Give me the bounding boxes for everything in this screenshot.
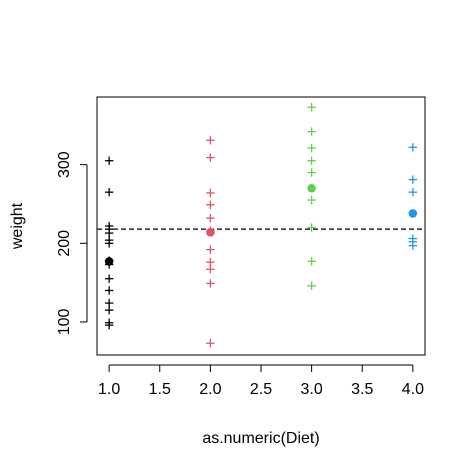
x-axis: 1.0 1.5 2.0 2.5 3.0 3.5 4.0 — [98, 364, 424, 398]
data-point — [307, 156, 316, 165]
plot-area-frame — [96, 96, 426, 356]
x-tick-label: 1.5 — [149, 381, 171, 398]
data-point — [104, 156, 114, 165]
diet-group-4 — [408, 143, 418, 250]
data-point — [104, 187, 114, 197]
data-point — [206, 339, 215, 348]
data-point — [408, 143, 418, 152]
data-point — [104, 274, 114, 283]
group-mean-point — [307, 183, 316, 193]
data-point — [104, 228, 114, 238]
data-point — [307, 143, 316, 153]
group-mean-point — [408, 209, 418, 218]
x-axis-title: as.numeric(Diet) — [202, 430, 319, 447]
y-axis-title: weight — [9, 202, 26, 250]
group-mean-point — [206, 227, 215, 237]
x-tick-label: 3.0 — [300, 381, 322, 398]
data-point — [307, 195, 316, 205]
x-tick-label: 1.0 — [98, 381, 120, 398]
points-layer — [104, 103, 418, 348]
data-point — [307, 168, 316, 177]
x-tick-label: 3.5 — [351, 381, 373, 398]
data-point — [206, 200, 215, 209]
x-tick-label: 2.0 — [199, 381, 221, 398]
diet-group-2 — [206, 136, 215, 348]
data-point — [104, 298, 114, 308]
x-tick-label: 2.5 — [250, 381, 272, 398]
data-point — [206, 265, 215, 274]
data-point — [104, 239, 114, 248]
data-point — [206, 245, 215, 254]
diet-group-1 — [104, 156, 114, 330]
x-tick-label: 4.0 — [402, 381, 424, 398]
data-point — [307, 223, 316, 232]
data-point — [408, 241, 418, 250]
data-point — [408, 175, 418, 184]
y-tick-label: 200 — [56, 230, 73, 257]
y-axis: 100 200 300 — [56, 151, 88, 336]
data-point — [206, 279, 215, 288]
y-tick-label: 300 — [56, 151, 73, 178]
data-point — [307, 103, 316, 112]
data-point — [206, 188, 215, 198]
data-point — [104, 320, 114, 330]
group-mean-point — [104, 257, 114, 266]
data-point — [307, 281, 316, 290]
data-point — [104, 286, 114, 295]
data-point — [307, 127, 316, 136]
y-tick-label: 100 — [56, 309, 73, 336]
data-point — [206, 136, 215, 145]
data-point — [307, 257, 316, 266]
diet-group-3 — [307, 103, 316, 290]
data-point — [206, 213, 215, 223]
data-point — [206, 153, 215, 162]
data-point — [104, 305, 114, 315]
data-point — [206, 257, 215, 267]
data-point — [408, 187, 418, 197]
